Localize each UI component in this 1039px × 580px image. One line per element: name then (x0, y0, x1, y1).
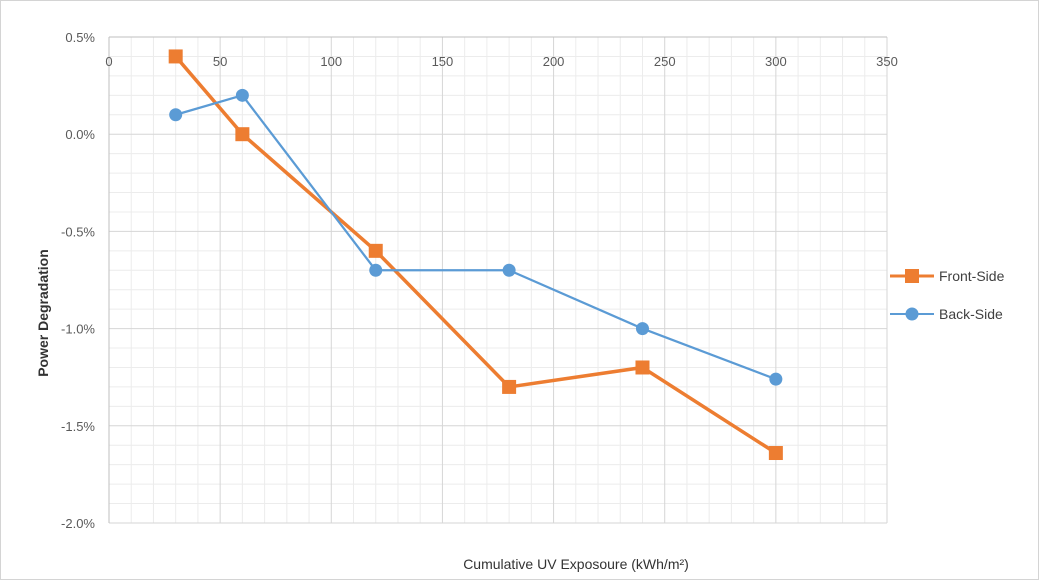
data-point-front-side (502, 379, 517, 394)
data-point-front-side (635, 360, 650, 375)
data-point-back-side (635, 322, 649, 336)
data-point-back-side (502, 263, 516, 277)
legend-marker-front-side (905, 269, 919, 283)
series-group (168, 49, 783, 461)
series-back-side (169, 88, 783, 386)
data-point-front-side (768, 446, 783, 461)
x-tick-label: 300 (765, 54, 787, 69)
y-tick-label: -1.0% (61, 322, 95, 337)
legend-item-back-side: Back-Side (890, 306, 1003, 322)
gridlines (108, 36, 888, 524)
data-point-back-side (369, 263, 383, 277)
x-tick-label: 100 (320, 54, 342, 69)
legend-label-back-side: Back-Side (939, 306, 1003, 322)
y-tick-label: -0.5% (61, 224, 95, 239)
series-line-back-side (175, 94, 777, 381)
y-tick-label: 0.0% (65, 127, 95, 142)
data-point-back-side (769, 372, 783, 386)
legend: Front-Side Back-Side (890, 268, 1005, 322)
x-tick-label: 200 (543, 54, 565, 69)
data-point-front-side (235, 127, 250, 142)
tick-labels: 0 50 100 150 200 250 300 350 0.5% 0.0% -0.5% -1.0% -… (61, 30, 898, 531)
y-tick-label: -1.5% (61, 419, 95, 434)
legend-label-front-side: Front-Side (939, 268, 1005, 284)
x-tick-label: 50 (213, 54, 227, 69)
data-point-front-side (368, 243, 383, 258)
data-point-back-side (169, 108, 183, 122)
data-point-back-side (235, 88, 249, 102)
x-axis-title: Cumulative UV Exposoure (kWh/m²) (463, 556, 689, 572)
x-tick-label: 350 (876, 54, 898, 69)
x-tick-label: 150 (432, 54, 454, 69)
axes (108, 36, 887, 523)
y-tick-label: -2.0% (61, 516, 95, 531)
legend-item-front-side: Front-Side (890, 268, 1005, 284)
x-tick-label: 250 (654, 54, 676, 69)
series-line-front-side (174, 55, 777, 455)
y-tick-label: 0.5% (65, 30, 95, 45)
data-point-front-side (168, 49, 183, 64)
series-front-side (168, 49, 783, 461)
legend-marker-back-side (905, 307, 919, 321)
x-tick-label: 0 (105, 54, 112, 69)
y-axis-title: Power Degradation (35, 249, 51, 377)
